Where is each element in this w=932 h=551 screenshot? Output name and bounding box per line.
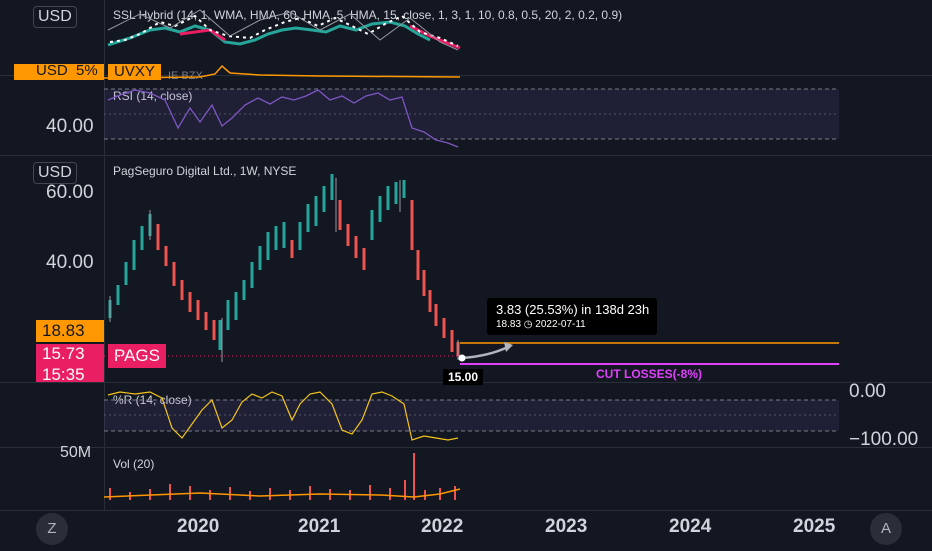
currency-button-main[interactable]: USD [33, 162, 77, 184]
wr-legend[interactable]: %R (14, close) [113, 393, 192, 407]
overlay-symbol-tag: UVXY [108, 64, 161, 80]
ssl-teal-line [107, 20, 431, 47]
year-2024: 2024 [669, 516, 712, 537]
currency-button-top[interactable]: USD [33, 6, 77, 28]
ssl-pane[interactable]: USD SSL Hybrid (14, 1, WMA, HMA, 60, HMA… [0, 0, 932, 76]
measure-arrowhead [504, 342, 513, 352]
wr-axis-top: 0.00 [849, 381, 886, 402]
rsi-line [107, 89, 459, 148]
vol-legend[interactable]: Vol (20) [113, 457, 155, 471]
measure-start-dot [458, 354, 466, 362]
left-price-axis[interactable] [0, 0, 105, 510]
overlay-legend: IE BZX [168, 70, 203, 82]
ssl-white-dots [109, 14, 459, 47]
candles-green [108, 174, 406, 350]
price-label-40: 40.00 [46, 252, 94, 273]
candles-red [156, 200, 460, 356]
year-2021: 2021 [298, 516, 341, 537]
cut-losses-label: CUT LOSSES(-8%) [596, 367, 703, 381]
overlay-orange-tag: USD 5% [14, 64, 104, 80]
year-2022: 2022 [421, 516, 464, 537]
vol-axis-label: 50M [60, 444, 92, 461]
overlay-percent: 5% [76, 64, 98, 79]
bar-countdown: 15:35 [42, 365, 85, 384]
start-price-label: 15.00 [443, 369, 484, 385]
measure-main-text: 3.83 (25.53%) in 138d 23h [496, 302, 650, 317]
candle-wicks [109, 178, 459, 362]
rsi-axis-label: 40.00 [46, 116, 94, 137]
price-label-60: 60.00 [46, 182, 94, 203]
wr-line [107, 391, 459, 441]
main-price-pane[interactable]: USD PagSeguro Digital Ltd., 1W, NYSE 60.… [0, 156, 932, 383]
measure-sub-text: 18.83 ◷ 2022-07-11 [496, 319, 586, 330]
current-price: 15.73 [42, 344, 85, 363]
williams-r-pane[interactable]: %R (14, close) 0.00 −100.00 [0, 381, 932, 450]
timezone-button[interactable]: Z [36, 513, 68, 545]
ssl-price-line [107, 9, 459, 51]
auto-scale-button[interactable]: A [870, 513, 902, 545]
measure-tooltip: 3.83 (25.53%) in 138d 23h 18.83 ◷ 2022-0… [487, 298, 657, 335]
time-axis[interactable] [104, 510, 839, 551]
ssl-legend[interactable]: SSL Hybrid (14, 1, WMA, HMA, 60, HMA, 5,… [113, 8, 623, 22]
rsi-legend[interactable]: RSI (14, close) [113, 89, 193, 103]
wr-band [104, 400, 839, 431]
overlay-orange-line [103, 64, 461, 79]
rsi-pane[interactable]: RSI (14, close) 40.00 [0, 80, 932, 156]
year-2025: 2025 [793, 516, 836, 537]
price-tag-pink: 15.73 15:35 [36, 344, 104, 384]
overlay-currency: USD [36, 64, 68, 79]
rsi-band [104, 89, 839, 139]
wr-axis-bottom: −100.00 [849, 429, 919, 450]
year-2023: 2023 [545, 516, 588, 537]
volume-ma [103, 488, 461, 498]
price-tag-orange: 18.83 [36, 320, 104, 342]
volume-bars [109, 453, 456, 500]
year-2020: 2020 [177, 516, 220, 537]
measure-arrow [461, 344, 511, 360]
main-legend[interactable]: PagSeguro Digital Ltd., 1W, NYSE [113, 164, 297, 178]
